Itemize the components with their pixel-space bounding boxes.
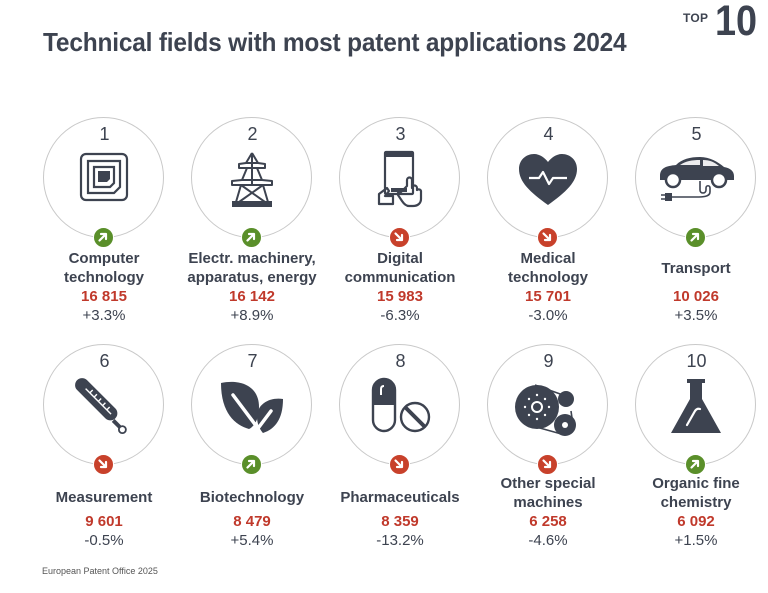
field-change-percent: +1.5% <box>674 532 718 549</box>
trend-down-icon <box>537 454 558 475</box>
field-rank: 1 <box>99 124 110 144</box>
field-circle: 9 <box>487 344 608 465</box>
field-circle: 2 <box>191 117 312 238</box>
field-change-percent: +5.4% <box>230 532 274 549</box>
field-label: Pharmaceuticals <box>340 489 460 506</box>
field-card: 1 Computer technology 16 815 +3.3% <box>30 117 178 343</box>
trend-up-icon <box>241 227 262 248</box>
thermometer-icon <box>71 377 137 437</box>
tablet-hands-icon <box>367 150 433 210</box>
field-circle: 4 <box>487 117 608 238</box>
field-change-percent: -6.3% <box>380 307 420 324</box>
rfid-chip-icon <box>71 150 137 210</box>
field-label: Transport <box>661 260 731 277</box>
field-rank: 3 <box>395 124 406 144</box>
field-circle: 5 <box>635 117 756 238</box>
field-circle: 1 <box>43 117 164 238</box>
field-label: Other special <box>500 475 596 492</box>
field-card: 10 Organic fine chemistry 6 092 +1.5% <box>622 344 768 570</box>
trend-up-icon <box>685 227 706 248</box>
field-circle: 6 <box>43 344 164 465</box>
trend-down-icon <box>389 454 410 475</box>
field-card: 3 Digital communication 15 983 -6.3% <box>326 117 474 343</box>
field-card: 7 Biotechnology 8 479 +5.4% <box>178 344 326 570</box>
field-card: 9 Other special machines 6 258 -4.6% <box>474 344 622 570</box>
field-application-count: 6 258 <box>529 513 567 530</box>
heart-pulse-icon <box>515 150 581 210</box>
flask-icon <box>663 377 729 437</box>
field-label: Computer <box>68 250 140 267</box>
field-rank: 2 <box>247 124 258 144</box>
field-rank: 6 <box>99 351 110 371</box>
trend-down-icon <box>93 454 114 475</box>
field-rank: 9 <box>543 351 554 371</box>
field-change-percent: -0.5% <box>84 532 124 549</box>
trend-up-icon <box>241 454 262 475</box>
field-application-count: 8 359 <box>381 513 419 530</box>
field-application-count: 15 701 <box>525 288 571 305</box>
field-label: Organic fine <box>652 475 740 492</box>
field-circle: 7 <box>191 344 312 465</box>
field-card: 5 Transport 10 026 +3.5% <box>622 117 768 343</box>
top-badge-number: 10 <box>715 0 758 45</box>
field-change-percent: +8.9% <box>230 307 274 324</box>
field-application-count: 6 092 <box>677 513 715 530</box>
field-circle: 10 <box>635 344 756 465</box>
source-credit: European Patent Office 2025 <box>42 566 158 576</box>
field-label: apparatus, energy <box>187 269 317 286</box>
field-label: machines <box>513 494 583 511</box>
field-card: 2 Electr. machinery, apparatus, energy 16 … <box>178 117 326 343</box>
field-label: Measurement <box>55 489 153 506</box>
belt-pulley-icon <box>515 377 581 437</box>
field-circle: 3 <box>339 117 460 238</box>
field-label: technology <box>507 269 588 286</box>
field-rank: 7 <box>247 351 258 371</box>
field-change-percent: -3.0% <box>528 307 568 324</box>
top-badge-small: TOP <box>683 11 709 25</box>
field-label: communication <box>344 269 456 286</box>
field-application-count: 10 026 <box>673 288 719 305</box>
field-change-percent: -13.2% <box>376 532 424 549</box>
page-title: Technical fields with most patent applic… <box>43 27 627 57</box>
field-card: 4 Medical technology 15 701 -3.0% <box>474 117 622 343</box>
leaves-icon <box>219 377 285 437</box>
field-rank: 4 <box>543 124 554 144</box>
field-change-percent: -4.6% <box>528 532 568 549</box>
field-application-count: 16 142 <box>229 288 275 305</box>
field-rank: 10 <box>686 351 707 371</box>
field-application-count: 15 983 <box>377 288 423 305</box>
electric-car-icon <box>656 150 736 210</box>
field-circle: 8 <box>339 344 460 465</box>
trend-down-icon <box>389 227 410 248</box>
field-label: Digital <box>377 250 423 267</box>
field-card: 8 Pharmaceuticals 8 359 -13.2% <box>326 344 474 570</box>
trend-up-icon <box>685 454 706 475</box>
field-application-count: 8 479 <box>233 513 271 530</box>
field-label: Medical <box>520 250 576 267</box>
field-label: technology <box>63 269 144 286</box>
field-label: Biotechnology <box>199 489 305 506</box>
field-card: 6 Measurement 9 601 -0.5% <box>30 344 178 570</box>
field-rank: 8 <box>395 351 406 371</box>
field-application-count: 16 815 <box>81 288 127 305</box>
field-label: chemistry <box>660 494 732 511</box>
field-change-percent: +3.5% <box>674 307 718 324</box>
trend-up-icon <box>93 227 114 248</box>
power-pylon-icon <box>219 150 285 210</box>
field-rank: 5 <box>691 124 702 144</box>
field-application-count: 9 601 <box>85 513 123 530</box>
trend-down-icon <box>537 227 558 248</box>
pills-icon <box>367 377 433 437</box>
field-label: Electr. machinery, <box>188 250 316 267</box>
field-change-percent: +3.3% <box>82 307 126 324</box>
